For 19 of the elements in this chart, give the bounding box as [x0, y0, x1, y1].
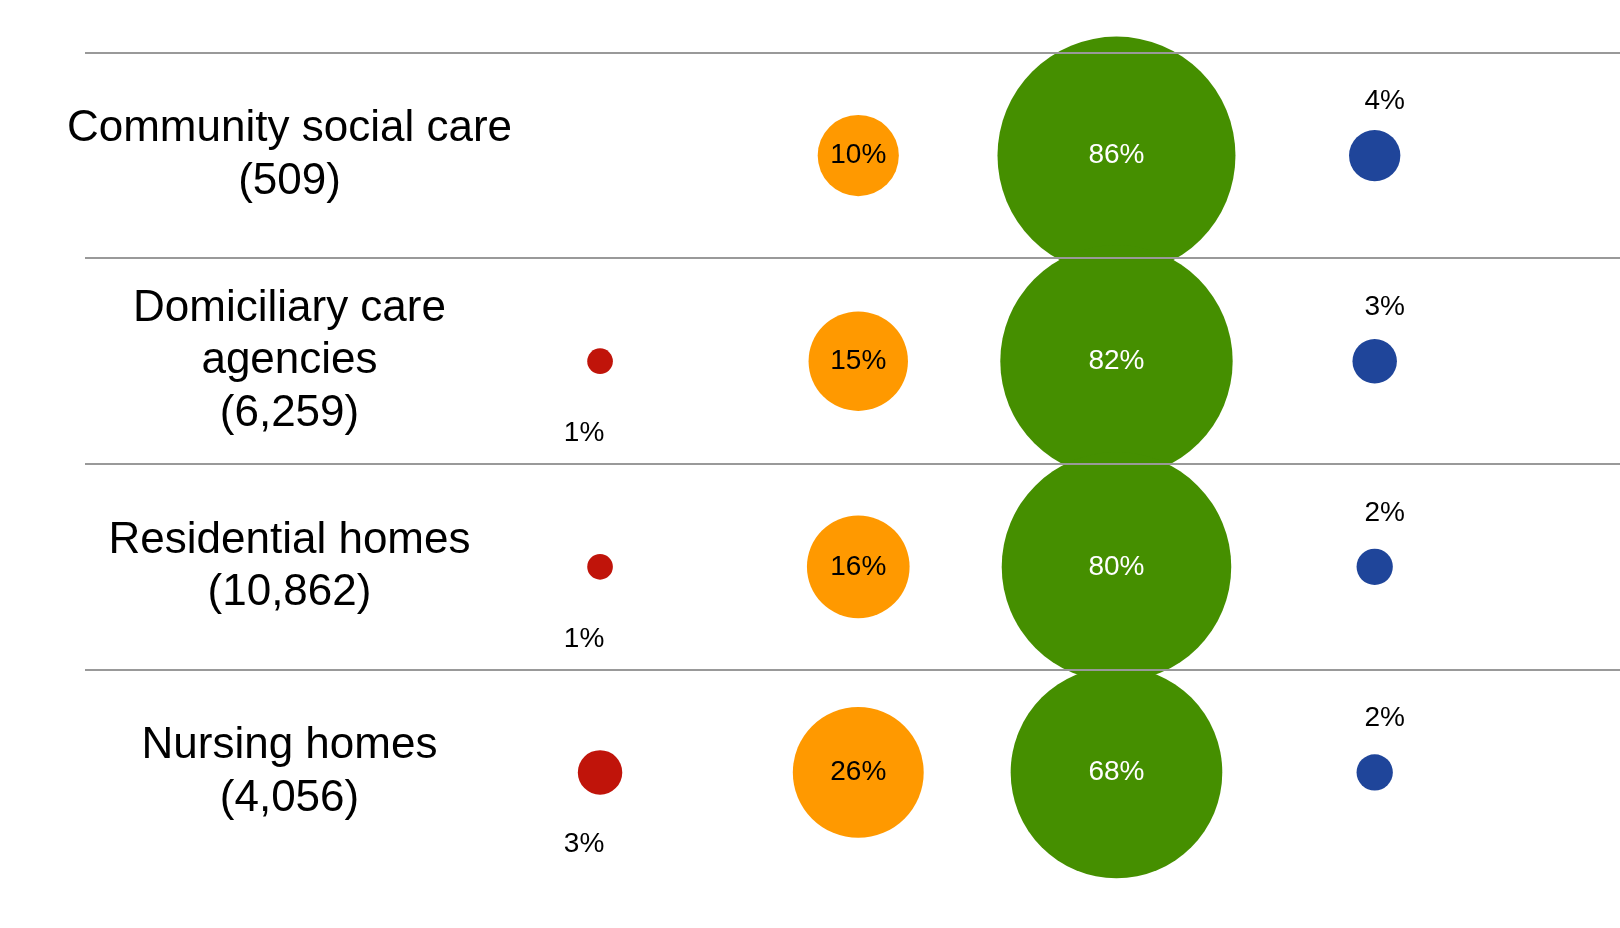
- data-label: 4%: [1364, 84, 1405, 116]
- category-label: Community social care (509): [66, 101, 512, 204]
- data-label: 3%: [1364, 289, 1405, 321]
- data-label: 15%: [830, 343, 887, 375]
- data-label: 82%: [1088, 343, 1145, 375]
- data-label: 68%: [1088, 755, 1145, 787]
- data-label: 86%: [1088, 138, 1145, 170]
- data-label: 1%: [563, 621, 605, 653]
- category-label: Nursing homes (4,056): [141, 718, 438, 820]
- data-label: 26%: [830, 755, 887, 787]
- data-label: 80%: [1088, 549, 1145, 581]
- data-label: 2%: [1364, 495, 1405, 527]
- category-label: Domiciliary care agencies (6,259): [133, 280, 446, 436]
- data-label: 2%: [1364, 701, 1405, 733]
- data-label: 3%: [563, 827, 605, 859]
- data-label: 16%: [830, 549, 887, 581]
- data-label: 10%: [830, 138, 887, 170]
- category-label: Residential homes (10,862): [108, 512, 471, 615]
- data-label: 1%: [563, 415, 605, 447]
